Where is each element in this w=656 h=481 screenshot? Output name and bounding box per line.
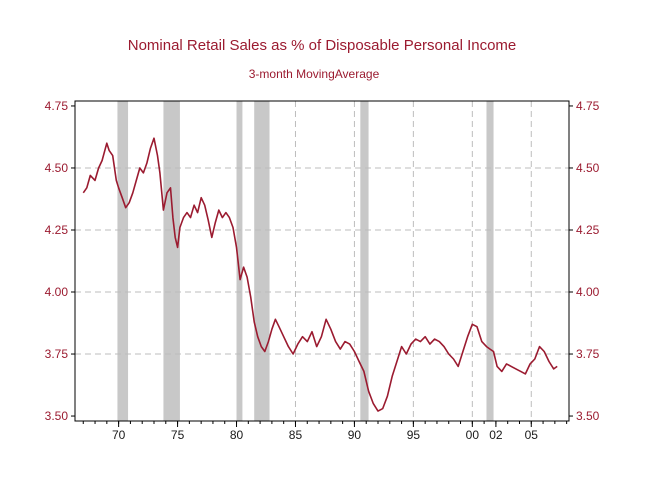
y-tick-label-right: 4.25 [576,223,600,237]
recession-band-2 [236,101,243,421]
y-tick-label-right: 4.50 [576,161,600,175]
y-tick-label-right: 3.50 [576,409,600,423]
x-tick-label: 05 [525,428,539,442]
y-tick-label-right: 4.75 [576,99,600,113]
x-tick-label: 80 [230,428,244,442]
series-line-0 [82,137,558,412]
axes: 3.50 3.50 3.75 3.75 4.00 4.00 4.25 4.25 4.50 4.50… [45,99,600,442]
y-tick-label-left: 4.00 [45,285,69,299]
series-layer [82,137,558,412]
x-tick-label: 00 [466,428,480,442]
y-tick-label-right: 3.75 [576,347,600,361]
x-tick-label: 95 [407,428,421,442]
recession-band-4 [360,101,369,421]
y-tick-label-left: 4.50 [45,161,69,175]
x-tick-label: 90 [348,428,362,442]
y-tick-label-left: 4.25 [45,223,69,237]
x-tick-label: 70 [112,428,126,442]
y-tick-label-right: 4.00 [576,285,600,299]
x-tick-label: 75 [171,428,185,442]
x-tick-label: 85 [289,428,303,442]
recession-band-1 [163,101,180,421]
x-tick-label: 02 [489,428,503,442]
chart-title: Nominal Retail Sales as % of Disposable … [128,37,517,54]
recession-bands [117,101,494,421]
y-tick-label-left: 4.75 [45,99,69,113]
recession-band-3 [254,101,270,421]
chart-subtitle: 3-month MovingAverage [249,67,380,81]
plot-frame [74,100,570,422]
recession-band-5 [486,101,494,421]
recession-band-0 [117,101,129,421]
gridlines [75,101,569,421]
y-tick-label-left: 3.75 [45,347,69,361]
y-tick-label-left: 3.50 [45,409,69,423]
